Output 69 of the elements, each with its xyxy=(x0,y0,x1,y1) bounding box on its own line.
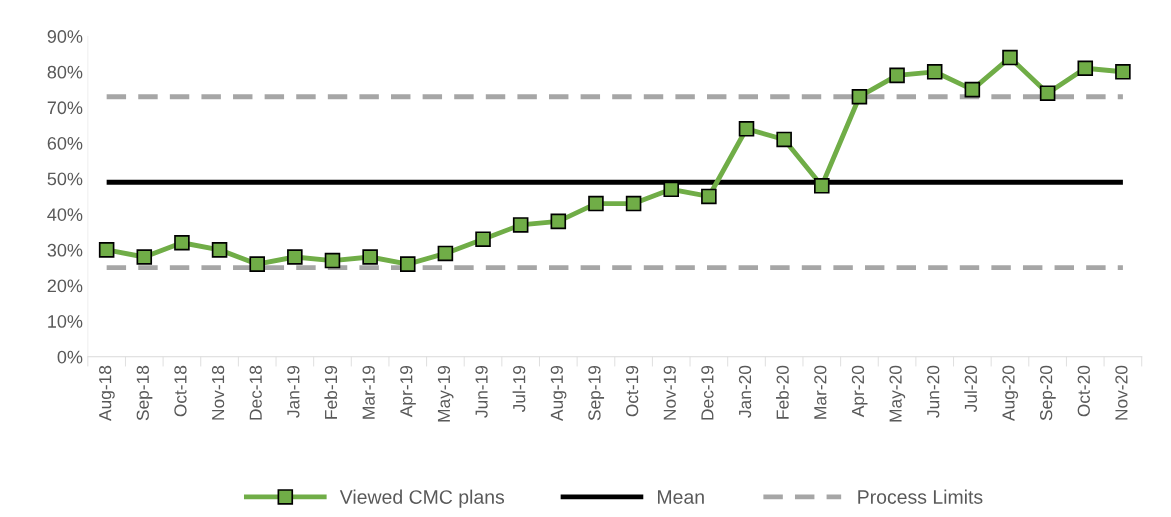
x-tick-label: Dec-19 xyxy=(701,365,714,420)
x-tick-label: Mar-19 xyxy=(362,365,375,419)
x-tick-label: Dec-18 xyxy=(249,365,262,420)
point xyxy=(550,213,567,230)
y-tick-label: 50% xyxy=(47,172,83,186)
x-tick-label: Apr-20 xyxy=(851,365,868,418)
point xyxy=(174,234,190,251)
x-tick-label: Sep-20 xyxy=(1039,365,1056,421)
x-tick-label: Oct-18 xyxy=(174,365,187,417)
point xyxy=(776,131,792,148)
y-tick-label: 80% xyxy=(47,65,83,79)
point xyxy=(625,195,642,212)
x-tick-label: May-19 xyxy=(437,365,454,422)
x-tick-label: Jul-19 xyxy=(512,365,526,413)
x-tick-label: Oct-20 xyxy=(1077,365,1090,417)
x-tick-label: Feb-20 xyxy=(776,365,789,419)
point xyxy=(399,256,416,272)
x-tick-label: Oct-19 xyxy=(625,365,639,417)
point xyxy=(437,245,454,262)
x-tick-label: Feb-19 xyxy=(324,365,338,419)
x-tick-label: Aug-20 xyxy=(1002,365,1019,422)
y-tick-label: 10% xyxy=(48,315,83,328)
x-tick-label: Jun-19 xyxy=(475,365,488,418)
legend-label: Viewed CMC plans xyxy=(339,489,505,508)
y-tick-label: 40% xyxy=(47,208,83,221)
y-tick-label: 30% xyxy=(47,243,83,257)
legend-label: Mean xyxy=(658,490,704,504)
point xyxy=(98,242,115,258)
x-tick-label: Nov-19 xyxy=(663,365,676,420)
x-tick-label: Mar-20 xyxy=(814,365,827,419)
point xyxy=(663,181,680,198)
y-tick-label: 70% xyxy=(47,101,83,115)
x-tick-label: Sep-18 xyxy=(136,365,153,421)
x-tick-label: Jan-20 xyxy=(738,365,752,418)
legend-label: Process Limits xyxy=(858,489,983,504)
point xyxy=(814,177,830,194)
point xyxy=(1002,49,1018,66)
point xyxy=(926,64,943,80)
point xyxy=(1077,60,1094,77)
point xyxy=(588,195,604,212)
point xyxy=(211,242,228,258)
x-tick-label: Jun-20 xyxy=(927,365,940,418)
point xyxy=(136,249,153,265)
y-tick-label: 90% xyxy=(47,30,83,43)
x-tick-label: Aug-19 xyxy=(550,365,567,422)
point xyxy=(475,231,491,247)
x-tick-label: May-20 xyxy=(889,365,906,422)
point xyxy=(701,188,717,205)
x-tick-label: Jul-20 xyxy=(964,365,978,413)
point xyxy=(964,81,981,98)
point xyxy=(362,249,378,265)
point xyxy=(249,256,265,272)
x-tick-label: Sep-19 xyxy=(588,365,605,421)
x-tick-label: Jan-19 xyxy=(287,365,300,418)
y-tick-label: 0% xyxy=(57,350,83,364)
point xyxy=(738,121,755,137)
x-tick-label: Apr-19 xyxy=(400,365,416,418)
point xyxy=(324,252,341,269)
x-tick-label: Nov-20 xyxy=(1115,365,1128,420)
x-tick-label: Aug-18 xyxy=(99,365,115,422)
x-tick-label: Nov-18 xyxy=(211,365,225,420)
point xyxy=(512,217,529,233)
point xyxy=(889,67,905,84)
y-tick-label: 60% xyxy=(47,136,83,150)
point xyxy=(1039,85,1056,101)
point xyxy=(1115,64,1131,80)
point xyxy=(851,88,868,105)
point xyxy=(287,249,303,265)
y-tick-label: 20% xyxy=(47,279,83,293)
